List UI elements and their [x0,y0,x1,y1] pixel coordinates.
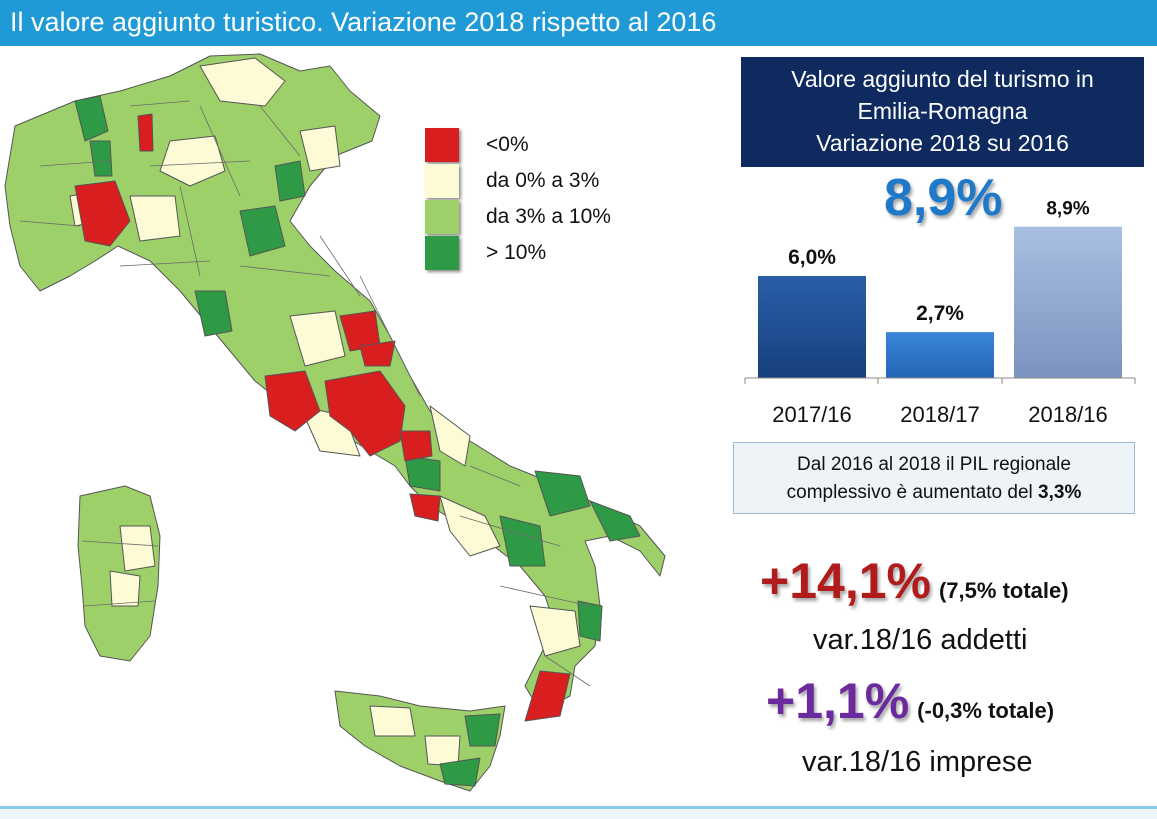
map-region [239,205,286,257]
map-region [274,160,306,202]
addetti-stat: +14,1% (7,5% totale) [760,552,1069,610]
bar-value-label: 8,9% [1046,199,1089,220]
footer-divider [0,806,1157,809]
map-region [409,493,441,522]
map-region [109,570,141,607]
x-tick-label: 2018/17 [900,402,980,427]
bar-chart: 6,0% 2,7% 8,9% 2017/16 2018/17 2018/16 [744,199,1136,427]
chart-title-line: Variazione 2018 su 2016 [816,130,1069,156]
map-region [439,495,501,557]
legend-label: <0% [486,133,529,156]
map-region [264,370,321,432]
map-borders [81,540,159,607]
map-region [499,515,546,567]
imprese-stat: +1,1% (-0,3% totale) [766,672,1054,730]
map-region [359,340,396,367]
imprese-value: +1,1% [766,673,910,729]
map-region [199,57,286,107]
legend-swatch-light-green [425,200,459,234]
bar-value-label: 6,0% [788,246,836,269]
chart-title-line: Valore aggiunto del turismo in [791,66,1094,92]
imprese-label: var.18/16 imprese [802,746,1033,778]
pil-info-box: Dal 2016 al 2018 il PIL regionale comple… [733,442,1135,514]
legend-label: da 0% a 3% [486,169,600,192]
map-borders [19,100,591,687]
map-region [589,500,641,542]
legend-swatch-red [425,128,459,162]
pil-line: Dal 2016 al 2018 il PIL regionale [797,454,1071,475]
addetti-value: +14,1% [760,553,931,609]
legend-swatch-dark-green [425,236,459,270]
map-region [404,455,441,492]
chart-title-box: Valore aggiunto del turismo in Emilia-Ro… [741,57,1144,167]
chart-title-line: Emilia-Romagna [857,98,1028,124]
addetti-total: (7,5% totale) [938,578,1069,603]
legend-item: da 0% a 3% [425,164,665,200]
addetti-label: var.18/16 addetti [813,624,1028,656]
italy-map [4,53,666,792]
map-region [289,310,346,367]
bar-value-label: 2,7% [916,302,964,325]
map-region [74,180,131,247]
map-region [129,195,181,242]
map-region [369,705,416,737]
map-region [577,600,603,642]
legend-item: > 10% [425,236,665,272]
map-region [399,430,433,462]
footer-band [0,809,1157,819]
pil-line: complessivo è aumentato del 3,3% [734,479,1134,507]
map-region [159,135,226,187]
legend-swatch-yellow [425,164,459,198]
map-region [89,140,113,177]
header-bar: Il valore aggiunto turistico. Variazione… [0,0,1157,46]
map-region [529,605,581,657]
map-region [439,757,481,787]
map-region [74,95,109,142]
pil-value: 3,3% [1038,482,1082,503]
bar-1 [758,276,866,378]
map-region [534,470,591,517]
map-region [194,290,233,337]
legend-label: > 10% [486,241,547,264]
map-region [137,113,154,152]
map-region [524,670,571,722]
map-region [299,125,341,172]
map-region [119,525,156,572]
legend-label: da 3% a 10% [486,205,611,228]
map-region [429,405,471,467]
pil-line-prefix: complessivo è aumentato del [786,482,1033,503]
map-region [464,713,501,747]
x-tick-label: 2017/16 [772,402,852,427]
legend-item: <0% [425,128,665,164]
x-tick-label: 2018/16 [1028,402,1108,427]
highlight-value: 8,9% [884,169,1003,227]
page-title: Il valore aggiunto turistico. Variazione… [10,7,717,37]
bar-2 [886,332,994,378]
map-region [324,370,406,457]
legend-item: da 3% a 10% [425,200,665,236]
bar-3 [1014,226,1122,378]
imprese-total: (-0,3% totale) [917,698,1055,723]
